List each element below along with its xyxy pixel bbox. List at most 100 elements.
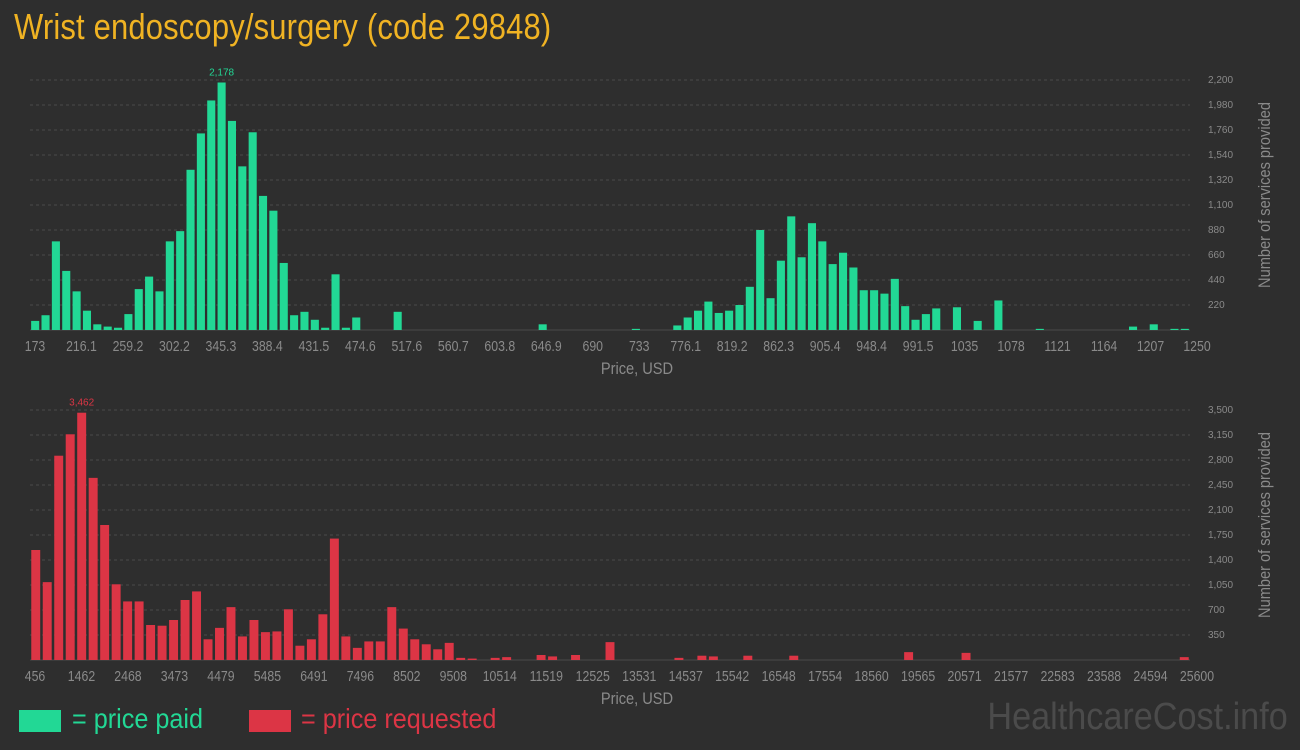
bar xyxy=(571,655,581,660)
bar xyxy=(387,607,397,660)
bar xyxy=(838,252,848,330)
bar xyxy=(1035,328,1044,330)
bar xyxy=(901,306,910,330)
bar xyxy=(631,328,640,330)
bar xyxy=(300,311,309,330)
bar xyxy=(295,645,305,660)
bar xyxy=(467,658,477,660)
y-tick-label: 700 xyxy=(1208,605,1225,616)
x-axis-title: Price, USD xyxy=(601,690,673,708)
x-tick-label: 733 xyxy=(629,338,650,354)
x-tick-label: 1035 xyxy=(951,338,979,354)
y-tick-label: 1,320 xyxy=(1208,175,1233,186)
bar xyxy=(155,291,164,330)
bar xyxy=(180,600,190,660)
legend-requested-swatch xyxy=(249,710,291,732)
bar xyxy=(807,223,817,330)
x-tick-label: 388.4 xyxy=(252,338,283,354)
bar xyxy=(456,657,466,660)
bar xyxy=(502,657,512,660)
bar xyxy=(756,230,765,330)
bar xyxy=(697,655,707,660)
x-tick-label: 259.2 xyxy=(113,338,144,354)
bar xyxy=(994,300,1003,330)
x-tick-label: 1164 xyxy=(1091,338,1118,354)
bar xyxy=(215,627,224,660)
y-tick-label: 1,400 xyxy=(1208,555,1233,566)
bar xyxy=(227,120,237,330)
bar xyxy=(329,538,339,660)
x-tick-label: 5485 xyxy=(254,668,282,684)
bar xyxy=(318,614,328,660)
bar xyxy=(217,82,226,330)
bar xyxy=(849,267,858,330)
bar xyxy=(921,314,930,330)
legend-paid-label: = price paid xyxy=(72,703,203,734)
y-tick-label: 2,200 xyxy=(1208,75,1233,86)
x-tick-label: 2468 xyxy=(114,668,142,684)
bar xyxy=(797,257,806,330)
bar xyxy=(904,652,914,660)
bar xyxy=(911,319,920,330)
bar xyxy=(410,639,420,660)
x-tick-label: 23588 xyxy=(1087,668,1122,684)
bar xyxy=(196,133,205,330)
bar xyxy=(364,641,374,660)
bar xyxy=(341,327,350,330)
bar xyxy=(735,305,744,330)
y-tick-label: 1,050 xyxy=(1208,580,1233,591)
bar xyxy=(310,319,319,330)
x-tick-label: 4479 xyxy=(207,668,234,684)
bar xyxy=(157,625,167,660)
bar xyxy=(72,291,81,330)
bar xyxy=(306,639,316,660)
bar xyxy=(961,652,971,660)
bar xyxy=(870,290,879,330)
bar xyxy=(226,607,236,660)
bar xyxy=(176,231,185,330)
x-tick-label: 3473 xyxy=(161,668,189,684)
bar xyxy=(113,327,123,330)
bar xyxy=(683,317,692,330)
y-tick-label: 1,100 xyxy=(1208,200,1233,211)
bar xyxy=(134,601,144,660)
x-tick-label: 431.5 xyxy=(299,338,330,354)
x-tick-label: 216.1 xyxy=(66,338,97,354)
x-tick-label: 345.3 xyxy=(206,338,237,354)
x-tick-label: 11519 xyxy=(530,668,563,684)
bar xyxy=(538,324,547,330)
bar xyxy=(704,301,713,330)
x-tick-label: 1207 xyxy=(1137,338,1164,354)
bar xyxy=(433,649,443,660)
bar xyxy=(103,326,112,330)
bar xyxy=(88,477,98,660)
bar xyxy=(743,655,753,660)
bar xyxy=(42,582,52,660)
bar xyxy=(77,412,87,660)
bar xyxy=(186,169,195,330)
y-axis-title: Number of services provided xyxy=(1256,102,1274,288)
bar xyxy=(789,655,799,660)
bar xyxy=(725,310,734,330)
bar xyxy=(880,293,889,330)
y-tick-label: 1,980 xyxy=(1208,100,1233,111)
x-tick-label: 776.1 xyxy=(670,338,701,354)
bar xyxy=(1179,657,1189,660)
y-tick-label: 2,100 xyxy=(1208,505,1233,516)
y-tick-label: 1,540 xyxy=(1208,150,1233,161)
bar xyxy=(207,100,216,330)
x-tick-label: 13531 xyxy=(622,668,656,684)
x-tick-label: 302.2 xyxy=(159,338,190,354)
bar xyxy=(203,639,213,660)
x-tick-label: 862.3 xyxy=(763,338,794,354)
y-tick-label: 1,750 xyxy=(1208,530,1233,541)
bar xyxy=(146,625,156,660)
x-tick-label: 474.6 xyxy=(345,338,376,354)
x-tick-label: 1462 xyxy=(68,668,95,684)
bar xyxy=(62,270,71,330)
bar xyxy=(859,290,868,330)
bar xyxy=(283,609,293,660)
bar xyxy=(100,525,110,660)
x-tick-label: 20571 xyxy=(948,668,982,684)
bar xyxy=(54,455,64,660)
